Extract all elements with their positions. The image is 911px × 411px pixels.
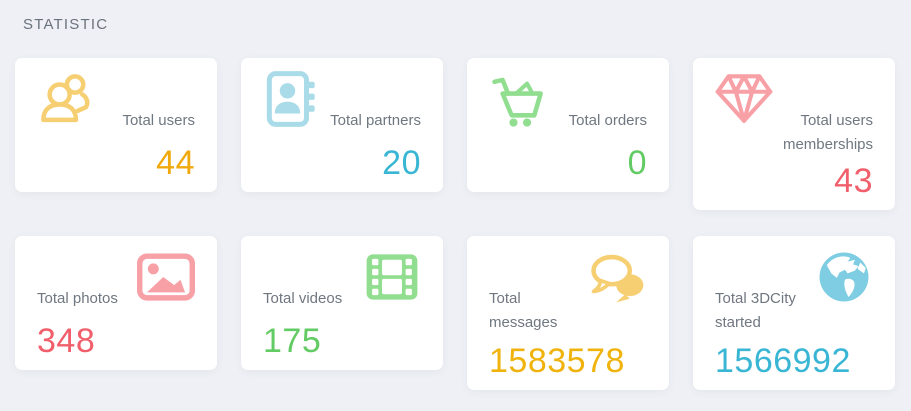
stat-value: 1566992: [715, 342, 851, 380]
stat-value: 0: [627, 144, 647, 182]
cart-icon: [489, 70, 547, 128]
stat-card-total-messages: Total messages 1583578: [467, 236, 669, 390]
stat-value: 1583578: [489, 342, 625, 380]
chat-bubbles-icon: [589, 248, 647, 306]
stat-value: 44: [156, 144, 195, 182]
stat-label: Total messages: [489, 290, 558, 331]
image-icon: [137, 248, 195, 306]
globe-icon: [815, 248, 873, 306]
stat-label: Total photos: [37, 290, 118, 307]
stat-value: 175: [263, 322, 322, 360]
users-icon: [37, 70, 95, 128]
stat-label: Total 3DCity started: [715, 290, 796, 331]
stat-label: Total partners: [330, 112, 421, 129]
stat-label: Total users memberships: [782, 112, 873, 153]
stat-card-total-photos: Total photos 348: [15, 236, 217, 370]
diamond-icon: [715, 70, 773, 128]
stat-cards-grid: Total users 44 Total partners: [15, 58, 895, 390]
stat-card-total-3dcity-started: Total 3DCity started 1566992: [693, 236, 895, 390]
stat-card-total-orders: Total orders 0: [467, 58, 669, 192]
stat-value: 348: [37, 322, 96, 360]
stat-value: 20: [382, 144, 421, 182]
address-book-icon: [263, 70, 321, 128]
stat-card-total-partners: Total partners 20: [241, 58, 443, 192]
stat-card-total-users-memberships: Total users memberships 43: [693, 58, 895, 210]
stat-card-total-videos: Total videos: [241, 236, 443, 370]
stat-label: Total users: [122, 112, 195, 129]
stat-label: Total videos: [263, 290, 343, 307]
film-icon: [363, 248, 421, 306]
stat-value: 43: [834, 162, 873, 200]
page-title: STATISTIC: [23, 16, 109, 33]
stat-label: Total orders: [568, 112, 647, 129]
stat-card-total-users: Total users 44: [15, 58, 217, 192]
